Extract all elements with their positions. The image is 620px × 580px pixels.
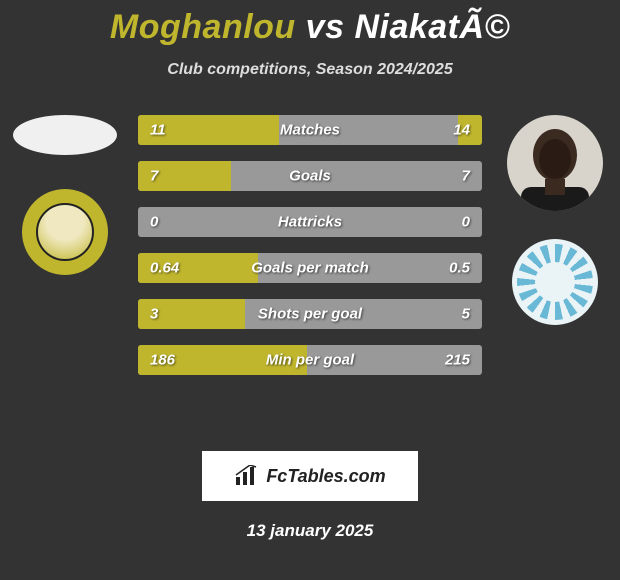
stat-row: 7 Goals 7 — [138, 161, 482, 191]
subtitle: Club competitions, Season 2024/2025 — [0, 61, 620, 79]
stat-right-value: 14 — [453, 122, 470, 139]
stat-row: 0 Hattricks 0 — [138, 207, 482, 237]
stat-left-value: 186 — [150, 352, 175, 369]
stat-label: Matches — [280, 122, 340, 139]
stat-right-value: 7 — [462, 168, 470, 185]
player1-name: Moghanlou — [110, 8, 296, 46]
brand-text: FcTables.com — [266, 466, 385, 487]
stat-right-value: 0 — [462, 214, 470, 231]
chart-icon — [234, 465, 260, 487]
page-title: Moghanlou vs NiakatÃ© — [0, 8, 620, 47]
stat-row: 186 Min per goal 215 — [138, 345, 482, 375]
stat-bars: 11 Matches 14 7 Goals 7 0 Hattricks 0 0.64 Goals p… — [138, 115, 482, 391]
stat-left-value: 7 — [150, 168, 158, 185]
right-column — [490, 115, 620, 325]
stat-right-value: 215 — [445, 352, 470, 369]
player2-name: NiakatÃ© — [354, 8, 510, 46]
stat-row: 3 Shots per goal 5 — [138, 299, 482, 329]
stat-left-value: 0 — [150, 214, 158, 231]
stat-row: 11 Matches 14 — [138, 115, 482, 145]
vs-text: vs — [306, 8, 345, 46]
stat-right-value: 5 — [462, 306, 470, 323]
player2-club-badge — [512, 239, 598, 325]
stat-left-value: 3 — [150, 306, 158, 323]
stat-label: Shots per goal — [258, 306, 362, 323]
stat-row: 0.64 Goals per match 0.5 — [138, 253, 482, 283]
stat-left-value: 11 — [150, 122, 166, 139]
brand-logo: FcTables.com — [202, 451, 418, 501]
stat-left-value: 0.64 — [150, 260, 179, 277]
stat-label: Min per goal — [266, 352, 354, 369]
left-column — [0, 115, 130, 275]
stat-label: Goals — [289, 168, 331, 185]
player1-avatar — [13, 115, 117, 155]
stat-label: Goals per match — [251, 260, 369, 277]
stat-right-value: 0.5 — [449, 260, 470, 277]
date-text: 13 january 2025 — [0, 521, 620, 541]
stat-label: Hattricks — [278, 214, 342, 231]
player1-club-badge — [22, 189, 108, 275]
comparison-layout: 11 Matches 14 7 Goals 7 0 Hattricks 0 0.64 Goals p… — [0, 115, 620, 445]
player2-avatar — [507, 115, 603, 211]
